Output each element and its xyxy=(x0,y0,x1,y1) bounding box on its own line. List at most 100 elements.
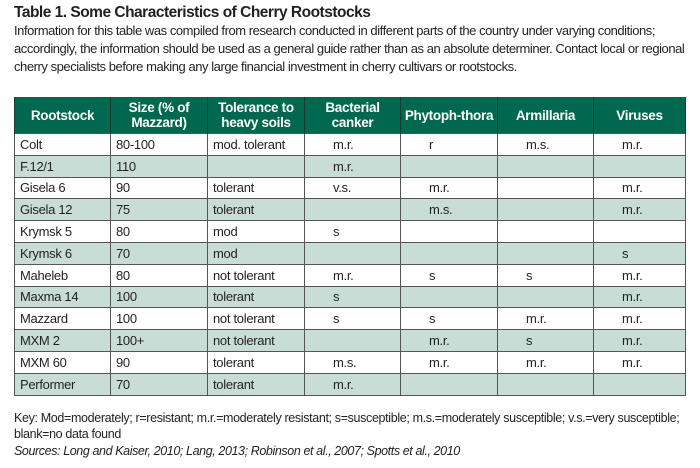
table-cell: 100 xyxy=(110,307,208,331)
table-cell: 70 xyxy=(110,241,208,265)
table-cell: s xyxy=(304,220,401,243)
table-row: MXM 2 100+ not tolerant m.r. s m.r. xyxy=(14,329,686,352)
table-cell: m.r. xyxy=(497,350,594,374)
table-title: Table 1. Some Characteristics of Cherry … xyxy=(14,4,371,21)
table-cell xyxy=(497,154,594,178)
table-cell xyxy=(497,198,594,222)
table-row: F.12/1 110 m.r. xyxy=(14,154,686,178)
table-cell: m.r. xyxy=(593,263,686,287)
header-bacterial-canker: Bacterial canker xyxy=(304,97,401,134)
table-cell: mod xyxy=(207,241,305,265)
table-cell xyxy=(593,220,686,243)
table-cell xyxy=(400,241,498,265)
table-cell: 75 xyxy=(110,198,208,222)
table-row: Krymsk 6 70 mod s xyxy=(14,241,686,265)
table-cell: r xyxy=(400,133,498,156)
table-cell: m.r. xyxy=(593,285,686,309)
table-cell: Gisela 12 xyxy=(14,198,111,222)
table-cell: mod xyxy=(207,220,305,243)
table-cell xyxy=(497,372,594,396)
table-cell: s xyxy=(400,263,498,287)
table-cell: m.r. xyxy=(400,176,498,200)
table-cell: m.r. xyxy=(593,198,686,222)
table-cell: Maheleb xyxy=(14,263,111,287)
table-row: Performer 70 tolerant m.r. xyxy=(14,372,686,396)
table-cell: 100+ xyxy=(110,329,208,352)
table-cell: Maxma 14 xyxy=(14,285,111,309)
table-cell: 80 xyxy=(110,220,208,243)
table-sources: Sources: Long and Kaiser, 2010; Lang, 20… xyxy=(14,444,460,458)
table-cell: m.r. xyxy=(400,329,498,352)
table-cell: mod. tolerant xyxy=(207,133,305,156)
table-cell: m.r. xyxy=(304,372,401,396)
table-cell: MXM 60 xyxy=(14,350,111,374)
table-cell: 70 xyxy=(110,372,208,396)
table-cell: m.r. xyxy=(304,154,401,178)
table-cell: F.12/1 xyxy=(14,154,111,178)
table-cell: 90 xyxy=(110,350,208,374)
table-cell: Performer xyxy=(14,372,111,396)
header-size: Size (% of Mazzard) xyxy=(110,97,208,134)
table-cell: Krymsk 5 xyxy=(14,220,111,243)
table-cell: Colt xyxy=(14,133,111,156)
table-cell: m.r. xyxy=(400,350,498,374)
table-cell: Mazzard xyxy=(14,307,111,331)
table-intro: Information for this table was compiled … xyxy=(14,23,685,74)
table-row: Maxma 14 100 tolerant s m.r. xyxy=(14,285,686,309)
table-cell: not tolerant xyxy=(207,307,305,331)
table-row: Mazzard 100 not tolerant s s m.r. m.r. xyxy=(14,307,686,331)
header-tolerance: Tolerance to heavy soils xyxy=(207,97,305,134)
table-cell: m.r. xyxy=(497,307,594,331)
table-row: Maheleb 80 not tolerant m.r. s s m.r. xyxy=(14,263,686,287)
table-cell: Krymsk 6 xyxy=(14,241,111,265)
table-cell: m.r. xyxy=(304,133,401,156)
table-cell: tolerant xyxy=(207,372,305,396)
table-cell: s xyxy=(400,307,498,331)
table-cell: MXM 2 xyxy=(14,329,111,352)
table-cell: s xyxy=(497,263,594,287)
table-cell: m.r. xyxy=(593,133,686,156)
table-row: Gisela 12 75 tolerant m.s. m.r. xyxy=(14,198,686,222)
table-cell: Gisela 6 xyxy=(14,176,111,200)
table-cell: m.r. xyxy=(593,176,686,200)
header-phytophthora: Phytoph-thora xyxy=(400,97,498,134)
table-cell: not tolerant xyxy=(207,263,305,287)
table-cell: m.s. xyxy=(497,133,594,156)
table-cell xyxy=(400,285,498,309)
table-cell xyxy=(304,329,401,352)
table-cell: 110 xyxy=(110,154,208,178)
table-cell: 80 xyxy=(110,263,208,287)
header-rootstock: Rootstock xyxy=(14,97,111,134)
table-cell xyxy=(304,241,401,265)
table-cell: m.r. xyxy=(593,350,686,374)
table-cell: tolerant xyxy=(207,176,305,200)
table-cell xyxy=(400,220,498,243)
table-cell xyxy=(400,154,498,178)
table-cell xyxy=(497,220,594,243)
table-cell: s xyxy=(593,241,686,265)
table-cell: not tolerant xyxy=(207,329,305,352)
table-cell: m.s. xyxy=(400,198,498,222)
table-cell: m.s. xyxy=(304,350,401,374)
table-row: Krymsk 5 80 mod s xyxy=(14,220,686,243)
table-cell: s xyxy=(304,307,401,331)
table-cell: v.s. xyxy=(304,176,401,200)
rootstock-table: Rootstock Size (% of Mazzard) Tolerance … xyxy=(14,97,686,396)
table-cell xyxy=(497,285,594,309)
table-cell: m.r. xyxy=(593,329,686,352)
table-row: Colt 80-100 mod. tolerant m.r. r m.s. m.r. xyxy=(14,133,686,156)
table-cell xyxy=(593,372,686,396)
table-cell xyxy=(400,372,498,396)
table-row: Gisela 6 90 tolerant v.s. m.r. m.r. xyxy=(14,176,686,200)
table-cell: s xyxy=(304,285,401,309)
header-armillaria: Armillaria xyxy=(497,97,594,134)
table-cell: m.r. xyxy=(593,307,686,331)
table-cell xyxy=(304,198,401,222)
table-cell: tolerant xyxy=(207,285,305,309)
table-cell xyxy=(593,154,686,178)
table-cell: 90 xyxy=(110,176,208,200)
table-cell xyxy=(497,176,594,200)
header-row: Rootstock Size (% of Mazzard) Tolerance … xyxy=(14,97,686,134)
header-viruses: Viruses xyxy=(593,97,686,134)
table-cell: m.r. xyxy=(304,263,401,287)
